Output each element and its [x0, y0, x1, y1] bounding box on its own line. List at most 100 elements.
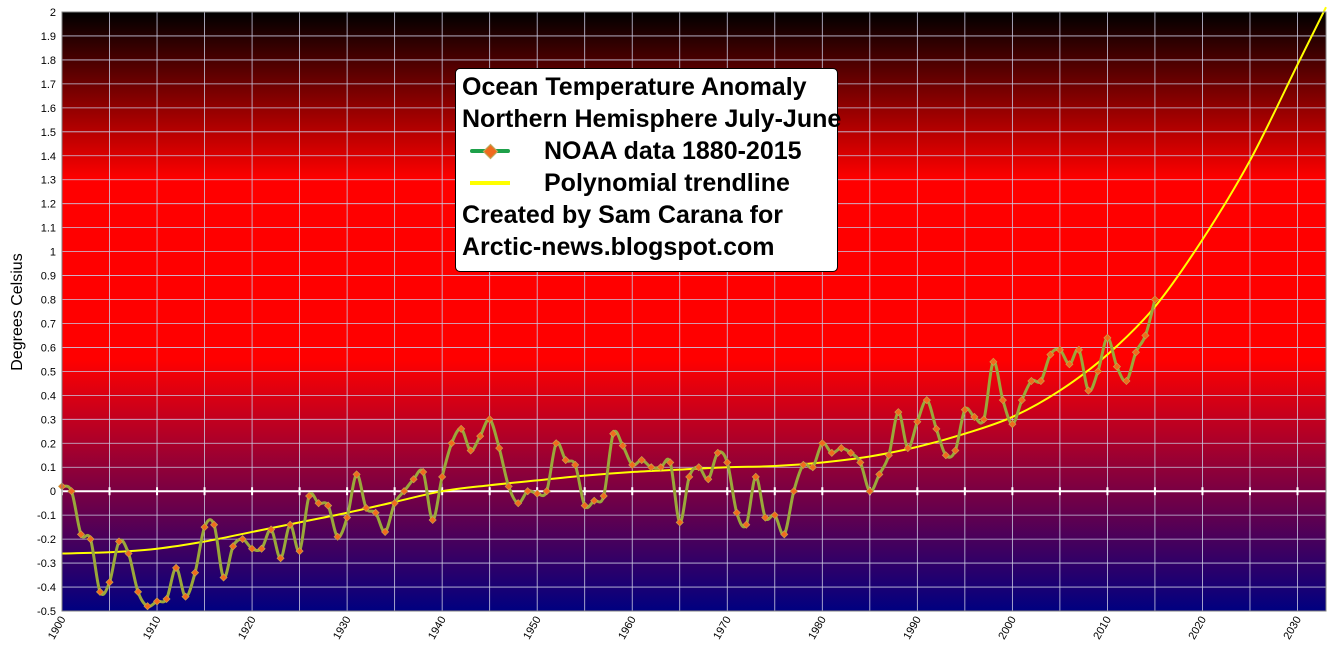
data-point-marker — [466, 446, 475, 455]
data-point-marker — [618, 441, 627, 450]
y-tick-label: -0.3 — [37, 558, 56, 570]
legend-label-noaa: NOAA data 1880-2015 — [544, 137, 802, 165]
data-point-marker — [894, 408, 903, 417]
data-point-marker — [267, 525, 276, 534]
data-point-marker — [761, 513, 770, 522]
data-point-marker — [428, 515, 437, 524]
x-tick-label: 1900 — [46, 615, 69, 642]
data-point-marker — [903, 444, 912, 453]
data-point-marker — [533, 489, 542, 498]
data-point-marker — [941, 451, 950, 460]
data-point-marker — [67, 487, 76, 496]
data-point-marker — [295, 547, 304, 556]
data-point-marker — [960, 405, 969, 414]
y-tick-label: 0.1 — [41, 462, 56, 474]
data-point-marker — [229, 542, 238, 551]
data-point-marker — [951, 446, 960, 455]
y-tick-label: 1.4 — [41, 151, 56, 163]
credit-line-2: Arctic-news.blogspot.com — [462, 233, 775, 261]
data-point-marker — [238, 535, 247, 544]
y-tick-label: 1.3 — [41, 175, 56, 187]
y-tick-label: 1.8 — [41, 55, 56, 67]
data-point-marker — [438, 472, 447, 481]
data-point-marker — [191, 568, 200, 577]
data-point-marker — [799, 460, 808, 469]
data-point-marker — [1055, 345, 1064, 354]
data-point-marker — [846, 448, 855, 457]
y-tick-label: -0.5 — [37, 606, 56, 618]
data-point-marker — [447, 439, 456, 448]
data-point-marker — [970, 412, 979, 421]
data-point-marker — [742, 520, 751, 529]
data-point-marker — [561, 456, 570, 465]
y-tick-label: 1.6 — [41, 103, 56, 115]
x-tick-label: 1950 — [521, 615, 544, 642]
data-point-marker — [333, 532, 342, 541]
data-point-marker — [495, 444, 504, 453]
y-axis-label: Degrees Celsius — [9, 253, 26, 370]
y-tick-label: 1.2 — [41, 199, 56, 211]
data-point-marker — [751, 472, 760, 481]
data-point-marker — [523, 487, 532, 496]
data-point-marker — [95, 587, 105, 596]
data-point-marker — [1008, 420, 1017, 429]
data-point-marker — [210, 520, 219, 529]
y-tick-label: 0.3 — [41, 414, 56, 426]
data-point-marker — [1036, 376, 1045, 386]
data-point-marker — [514, 499, 523, 508]
plot-border — [61, 11, 1327, 612]
y-tick-label: -0.2 — [37, 534, 56, 546]
data-point-marker — [172, 563, 181, 572]
data-point-marker — [114, 537, 124, 546]
legend-marker-diamond — [482, 143, 499, 160]
data-point-marker — [400, 487, 409, 496]
data-point-marker — [248, 544, 257, 553]
data-point-marker — [1122, 376, 1131, 386]
data-point-marker — [780, 530, 789, 539]
data-point-marker — [1093, 367, 1102, 376]
data-point-marker — [913, 417, 922, 426]
x-axis-ticks: 1900 1910 1920 1930 1940 1950 1960 1970 1980 1990… — [46, 615, 1304, 642]
legend-box: Ocean Temperature Anomaly Northern Hemis… — [455, 68, 841, 272]
y-tick-label: 2 — [50, 7, 56, 19]
data-point-marker — [808, 463, 817, 472]
data-point-marker — [675, 518, 684, 527]
data-point-marker — [856, 458, 865, 467]
data-point-marker — [1131, 348, 1140, 357]
data-point-marker — [324, 501, 333, 510]
data-point-marker — [476, 432, 485, 441]
y-tick-label: 0.9 — [41, 271, 56, 283]
data-point-marker — [932, 424, 941, 433]
data-point-marker — [979, 415, 988, 424]
data-point-marker — [1112, 362, 1121, 371]
legend-entry-noaa: NOAA data 1880-2015 — [462, 135, 831, 167]
data-point-marker — [666, 458, 675, 467]
x-tick-label: 1970 — [711, 615, 734, 642]
vertical-gridlines — [61, 12, 1298, 611]
data-point-marker — [153, 597, 162, 606]
data-point-marker — [1141, 331, 1150, 340]
data-point-marker — [143, 602, 152, 611]
data-point-marker — [1027, 376, 1036, 386]
x-tick-label: 2020 — [1186, 615, 1209, 642]
data-point-marker — [818, 439, 827, 448]
data-markers — [57, 295, 1159, 611]
data-point-marker — [485, 415, 494, 424]
data-point-marker — [1046, 350, 1055, 359]
x-tick-label: 1990 — [901, 615, 924, 642]
data-point-marker — [257, 544, 266, 553]
data-point-marker — [276, 554, 285, 563]
data-point-marker — [1150, 295, 1159, 304]
y-tick-label: 1.7 — [41, 79, 56, 91]
data-point-marker — [865, 487, 874, 496]
data-point-marker — [124, 549, 133, 558]
y-tick-label: 0.6 — [41, 342, 56, 354]
y-axis-ticks: -0.5 -0.4 -0.3 -0.2 -0.1 0 0.1 0.2 0.3 0.4 0.5 0.6 0… — [37, 7, 56, 618]
data-point-marker — [837, 444, 846, 453]
credit-line-1: Created by Sam Carana for — [462, 201, 783, 229]
x-tick-label: 1980 — [806, 615, 829, 642]
data-point-marker — [362, 503, 371, 512]
y-tick-label: 0.7 — [41, 318, 56, 330]
chart-title: Ocean Temperature Anomaly — [462, 73, 807, 101]
data-point-marker — [732, 508, 741, 517]
